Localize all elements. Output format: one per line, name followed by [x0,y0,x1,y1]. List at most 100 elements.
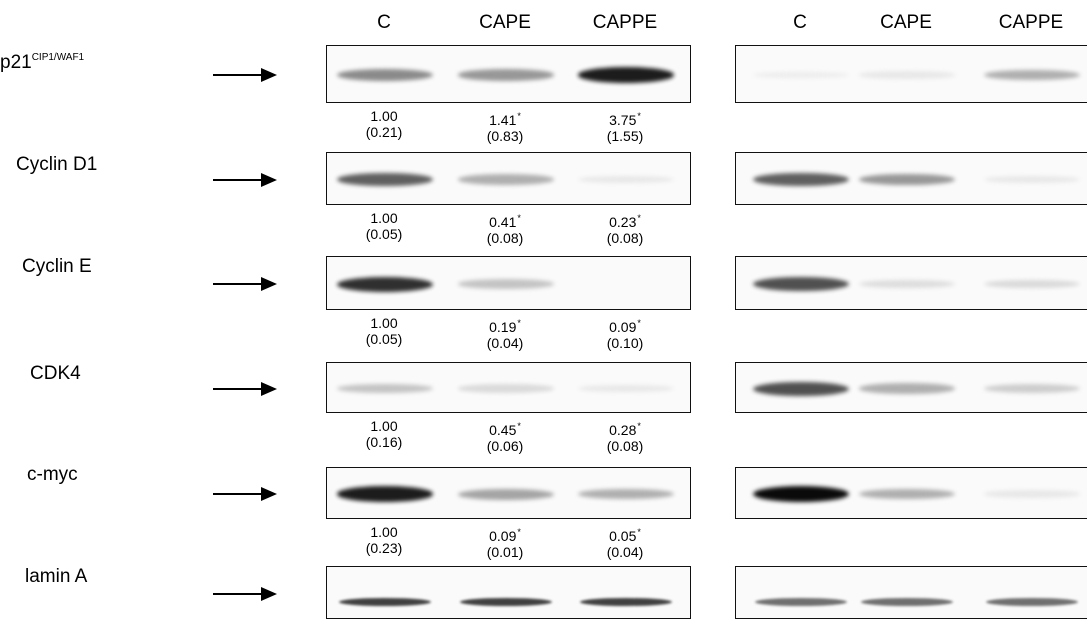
quant-value: 0.45* (0.06) [487,418,524,454]
quant-value: 0.23* (0.08) [607,210,644,246]
protein-label: Cyclin E [22,256,92,278]
quant-sd: (0.01) [486,544,524,560]
protein-label: Cyclin D1 [16,154,97,176]
protein-label: lamin A [25,566,87,588]
ratio-value: 0.41 [489,214,517,230]
protein-band [753,71,849,79]
lane-header-left-0: C [377,12,391,33]
quant-ratio: 0.05* [607,524,644,544]
quant-value: 3.75* (1.55) [607,108,644,144]
quant-sd: (0.05) [365,331,403,347]
quant-sd: (0.04) [486,335,524,351]
significance-star: * [517,213,521,223]
significance-star: * [637,421,641,431]
arrow-icon [213,586,277,601]
quant-sd: (0.10) [606,335,644,351]
significance-star: * [517,318,521,328]
protein-label: CDK4 [30,363,81,385]
protein-band [984,69,1080,81]
blot-panel-left [326,566,691,619]
lane-header-right-2: CAPPE [998,12,1064,33]
quant-ratio: 1.00 [366,210,403,226]
quant-ratio: 0.28* [607,418,644,438]
quant-sd: (0.08) [606,438,644,454]
ratio-value: 1.00 [370,418,398,434]
significance-star: * [637,213,641,223]
protein-band [859,71,955,79]
protein-band [859,173,955,186]
protein-name: Cyclin E [22,256,92,277]
ratio-value: 3.75 [609,112,637,128]
arrow-head [261,381,277,396]
quant-ratio: 1.00 [366,524,403,540]
ratio-value: 0.45 [489,422,517,438]
quant-ratio: 0.45* [487,418,524,438]
quant-value: 0.28* (0.08) [607,418,644,454]
protein-label: c-myc [27,464,78,486]
protein-band [337,276,433,292]
protein-band [578,488,674,500]
ratio-value: 0.28 [609,422,637,438]
blot-panel-left [326,362,691,413]
protein-band [337,486,433,502]
protein-band [755,598,847,606]
protein-band [984,279,1080,289]
protein-band [337,172,433,187]
blot-panel-left [326,45,691,103]
protein-band [458,279,554,289]
protein-band [753,172,849,187]
significance-star: * [517,111,521,121]
protein-superscript: CIP1/WAF1 [31,52,85,63]
protein-band [339,598,431,606]
arrow-shaft [213,74,263,76]
quant-value: 1.00 (0.23) [366,524,403,556]
arrow-head [261,277,277,291]
arrow-head [261,172,277,187]
protein-name: CDK4 [30,363,81,384]
quant-ratio: 0.41* [487,210,524,230]
quant-ratio: 1.00 [366,315,403,331]
significance-star: * [637,318,641,328]
ratio-value: 0.05 [609,528,637,544]
protein-band [460,598,552,606]
quant-sd: (0.04) [606,544,644,560]
arrow-head [261,487,277,501]
blot-panel-left [326,152,691,205]
lane-header-left-1: CAPE [479,12,531,33]
ratio-value: 0.09 [489,528,517,544]
ratio-value: 1.41 [489,112,517,128]
blot-panel-left [326,256,691,310]
lane-header-left-2: CAPPE [592,12,658,33]
protein-band [458,69,554,81]
quant-ratio: 3.75* [607,108,644,128]
quant-value: 0.05* (0.04) [607,524,644,560]
quant-sd: (1.55) [606,128,644,144]
protein-band [337,69,433,81]
quant-ratio: 0.23* [607,210,644,230]
arrow-shaft [213,493,263,495]
protein-name: p21 [0,52,32,73]
protein-band [859,280,955,288]
arrow-head [261,68,277,82]
quant-sd: (0.06) [486,438,524,454]
protein-band [578,384,674,393]
lane-header-right-1: CAPE [880,12,932,33]
quant-sd: (0.23) [365,540,403,556]
protein-band [984,490,1080,498]
protein-band [458,384,554,393]
blot-panel-right [735,566,1087,619]
protein-band [458,174,554,185]
protein-label: p21CIP1/WAF1 [0,52,84,74]
quant-value: 1.00 (0.05) [366,315,403,347]
protein-band [984,175,1080,184]
quant-ratio: 1.00 [366,418,403,434]
quant-value: 1.41* (0.83) [487,108,524,144]
ratio-value: 1.00 [370,315,398,331]
ratio-value: 1.00 [370,524,398,540]
blot-panel-right [735,152,1087,205]
lane-header-right-0: C [793,12,807,33]
blot-panel-right [735,256,1087,310]
quant-value: 1.00 (0.16) [366,418,403,450]
quant-sd: (0.05) [365,226,403,242]
